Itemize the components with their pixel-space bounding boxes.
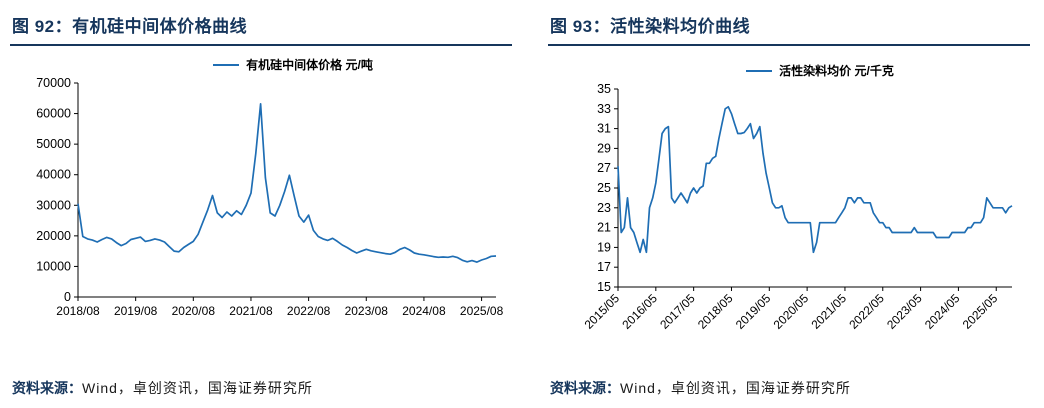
svg-text:2022/08: 2022/08 bbox=[287, 304, 331, 318]
svg-text:30000: 30000 bbox=[36, 198, 71, 212]
legend-line-icon bbox=[746, 69, 773, 72]
svg-text:35: 35 bbox=[597, 82, 611, 96]
svg-text:17: 17 bbox=[597, 260, 611, 274]
svg-text:2020/08: 2020/08 bbox=[172, 304, 216, 318]
svg-text:29: 29 bbox=[597, 141, 611, 155]
svg-text:27: 27 bbox=[597, 161, 611, 175]
source-label: 资料来源： bbox=[12, 380, 82, 396]
svg-text:50000: 50000 bbox=[36, 137, 71, 151]
svg-text:33: 33 bbox=[597, 102, 611, 116]
svg-text:19: 19 bbox=[597, 240, 611, 254]
svg-text:2024/08: 2024/08 bbox=[402, 304, 446, 318]
svg-text:40000: 40000 bbox=[36, 168, 71, 182]
figure-92-chart-area: 有机硅中间体价格 元/吨 0 10000 20000 30000 40000 50000 6… bbox=[16, 56, 512, 323]
svg-text:2018/05: 2018/05 bbox=[695, 291, 736, 332]
svg-text:2023/05: 2023/05 bbox=[884, 291, 925, 332]
svg-text:2019/05: 2019/05 bbox=[733, 291, 774, 332]
svg-text:70000: 70000 bbox=[36, 76, 71, 90]
svg-text:2024/05: 2024/05 bbox=[922, 291, 963, 332]
svg-text:31: 31 bbox=[597, 122, 611, 136]
legend-line-icon bbox=[213, 63, 240, 66]
figure-92-legend: 有机硅中间体价格 元/吨 bbox=[16, 56, 508, 73]
figure-93-legend: 活性染料均价 元/千克 bbox=[574, 62, 1022, 79]
svg-text:2017/05: 2017/05 bbox=[657, 291, 698, 332]
figure-93-chart-area: 活性染料均价 元/千克 15 17 19 21 23 25 27 29 31 33 35 2015/0… bbox=[574, 62, 1030, 349]
figure-92-source: 资料来源：Wind，卓创资讯，国海证券研究所 bbox=[10, 378, 512, 400]
svg-text:23: 23 bbox=[597, 201, 611, 215]
figure-93-source: 资料来源：Wind，卓创资讯，国海证券研究所 bbox=[548, 378, 1030, 400]
svg-text:2016/05: 2016/05 bbox=[619, 291, 660, 332]
source-text: Wind，卓创资讯，国海证券研究所 bbox=[82, 380, 313, 396]
svg-text:0: 0 bbox=[64, 290, 71, 304]
svg-text:15: 15 bbox=[597, 280, 611, 294]
source-text: Wind，卓创资讯，国海证券研究所 bbox=[620, 380, 851, 396]
legend-label: 活性染料均价 元/千克 bbox=[779, 64, 894, 78]
source-label: 资料来源： bbox=[550, 380, 620, 396]
svg-text:2021/05: 2021/05 bbox=[808, 291, 849, 332]
figure-92-panel: 图 92：有机硅中间体价格曲线 有机硅中间体价格 元/吨 0 10000 20000… bbox=[10, 8, 512, 400]
svg-text:10000: 10000 bbox=[36, 259, 71, 273]
svg-text:21: 21 bbox=[597, 221, 611, 235]
svg-text:2023/08: 2023/08 bbox=[345, 304, 389, 318]
figure-93-panel: 图 93：活性染料均价曲线 活性染料均价 元/千克 15 17 19 21 23 25 27… bbox=[548, 8, 1030, 400]
figure-93-chart: 15 17 19 21 23 25 27 29 31 33 35 2015/052016/052017… bbox=[582, 82, 1013, 332]
legend-label: 有机硅中间体价格 元/吨 bbox=[246, 58, 373, 72]
figure-92-chart: 0 10000 20000 30000 40000 50000 60000 70000 2018… bbox=[36, 76, 504, 318]
svg-text:2022/05: 2022/05 bbox=[846, 291, 887, 332]
svg-text:2015/05: 2015/05 bbox=[582, 291, 623, 332]
svg-text:2025/05: 2025/05 bbox=[960, 291, 1001, 332]
svg-text:20000: 20000 bbox=[36, 229, 71, 243]
svg-text:2019/08: 2019/08 bbox=[114, 304, 158, 318]
svg-text:2020/05: 2020/05 bbox=[771, 291, 812, 332]
svg-text:2018/08: 2018/08 bbox=[56, 304, 100, 318]
figure-93-title: 图 93：活性染料均价曲线 bbox=[548, 8, 1030, 46]
svg-text:2025/08: 2025/08 bbox=[460, 304, 504, 318]
svg-text:25: 25 bbox=[597, 181, 611, 195]
svg-text:2021/08: 2021/08 bbox=[229, 304, 273, 318]
figure-92-title: 图 92：有机硅中间体价格曲线 bbox=[10, 8, 512, 46]
svg-text:60000: 60000 bbox=[36, 107, 71, 121]
